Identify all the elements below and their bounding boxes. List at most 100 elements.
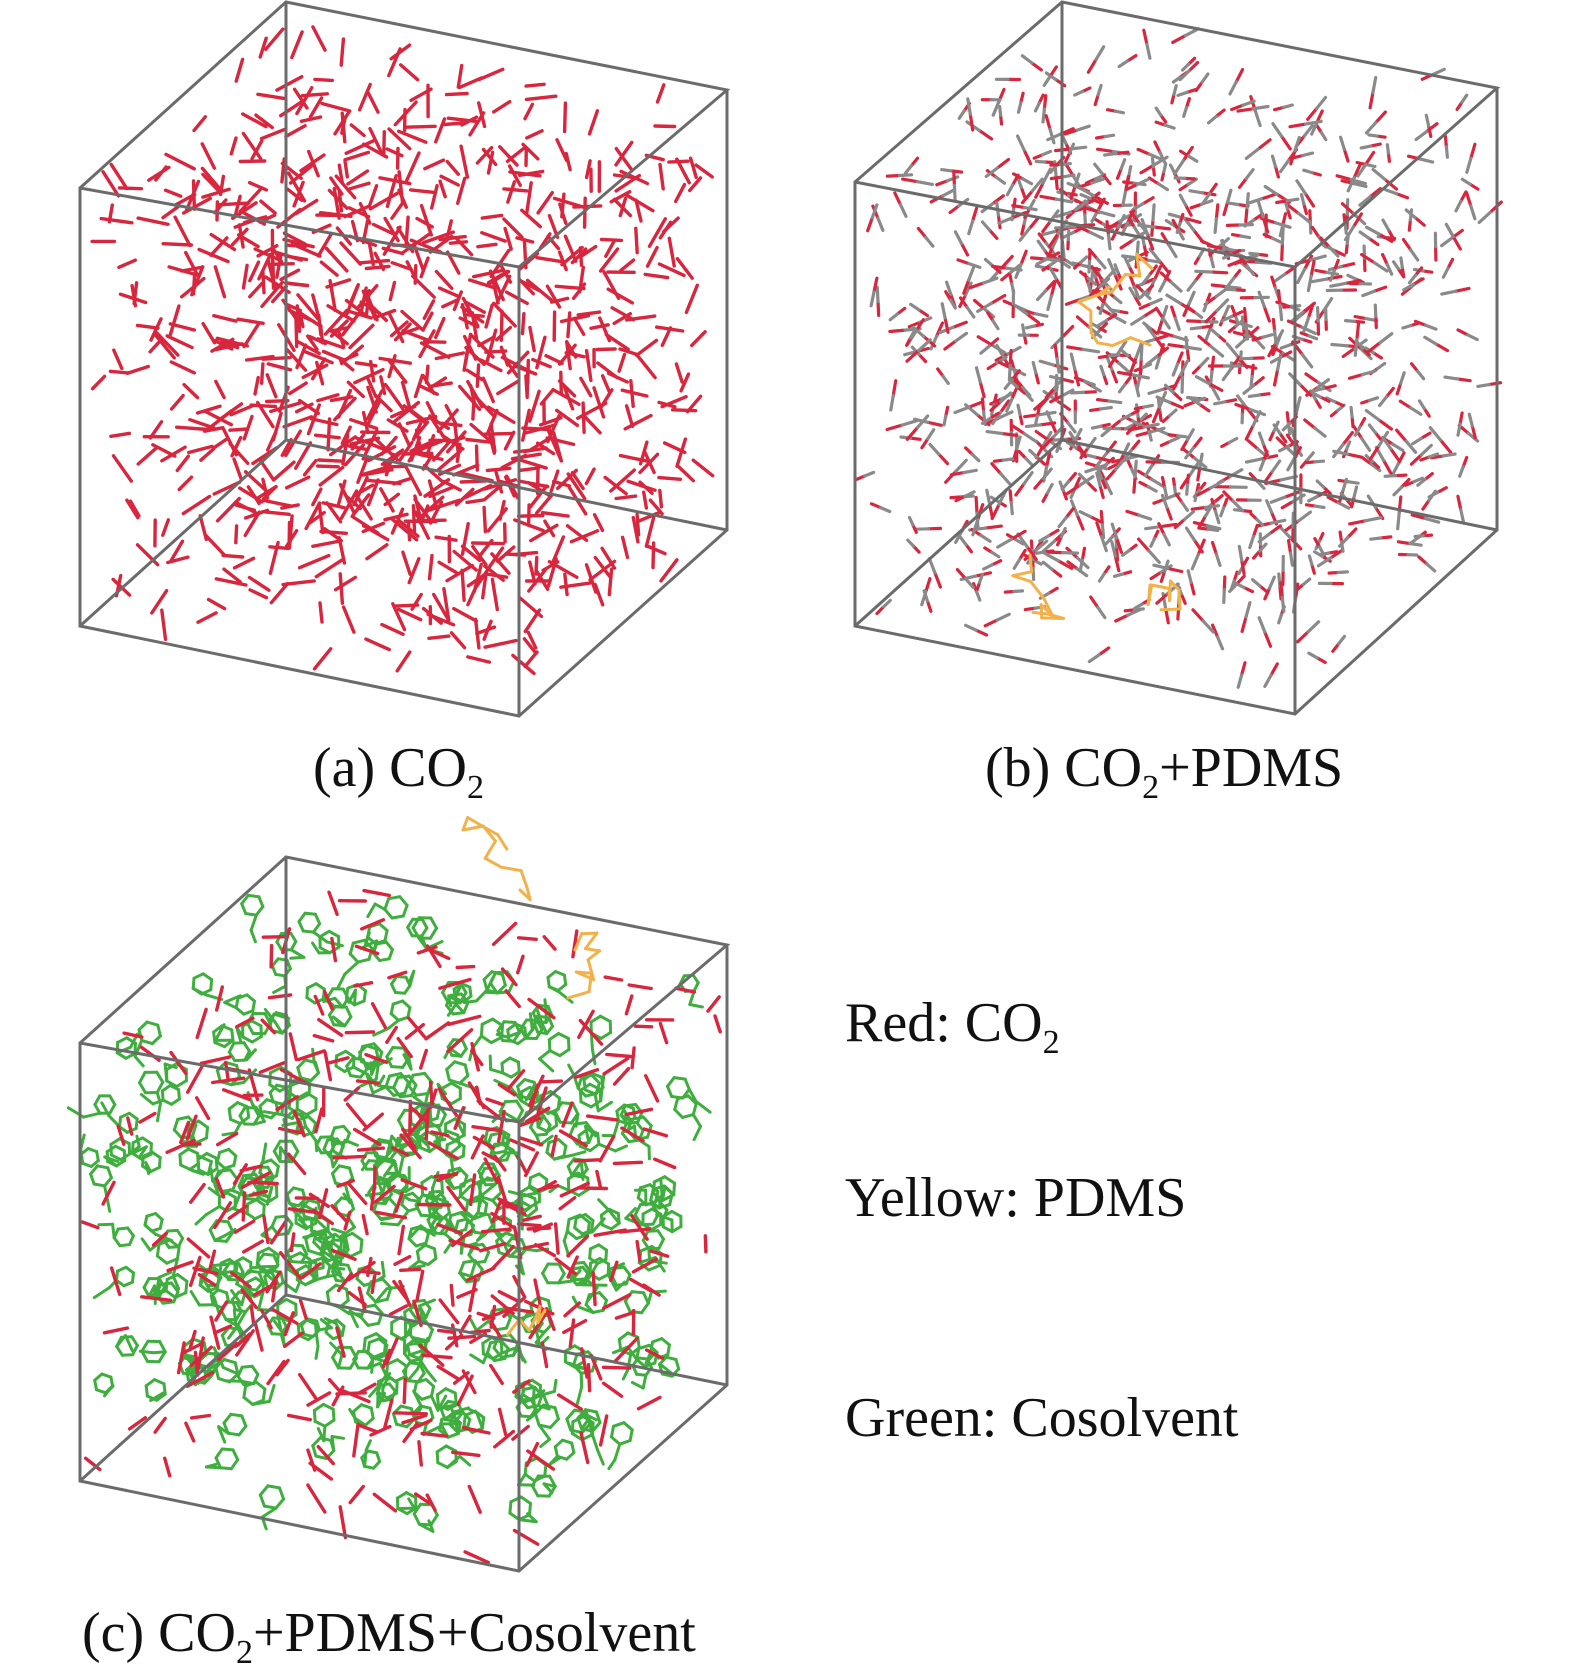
co2-molecule xyxy=(1423,335,1438,346)
co2-molecule xyxy=(958,293,968,309)
cosolvent-molecule xyxy=(628,1428,634,1443)
co2-molecule xyxy=(195,404,222,415)
cosolvent-molecule xyxy=(175,1079,188,1088)
cosolvent-molecule xyxy=(258,1493,266,1508)
co2-molecule xyxy=(1246,439,1260,451)
co2-molecule xyxy=(414,420,430,439)
co2-molecule xyxy=(1078,186,1096,198)
co2-molecule xyxy=(1242,383,1256,395)
cosolvent-molecule xyxy=(659,1178,664,1196)
cosolvent-molecule xyxy=(386,1170,399,1182)
co2-molecule xyxy=(897,173,914,178)
cosolvent-molecule xyxy=(640,1301,650,1315)
cosolvent-molecule xyxy=(366,1449,379,1455)
co2-molecule xyxy=(427,415,451,431)
co2-molecule xyxy=(995,344,1005,358)
cosolvent-molecule xyxy=(377,1084,396,1090)
co2-molecule xyxy=(343,204,372,219)
cosolvent-molecule xyxy=(445,1060,457,1071)
co2-molecule xyxy=(243,510,261,538)
cosolvent-molecule xyxy=(289,940,298,952)
co2-molecule xyxy=(1132,374,1138,388)
co2-molecule xyxy=(1075,124,1091,132)
cosolvent-molecule xyxy=(149,1165,161,1174)
cosolvent-molecule xyxy=(395,975,408,979)
co2-molecule xyxy=(265,373,278,399)
cosolvent-molecule xyxy=(567,1213,582,1221)
co2-molecule xyxy=(201,321,217,345)
co2-molecule xyxy=(161,204,180,220)
co2-molecule xyxy=(1295,396,1302,414)
co2-molecule xyxy=(1157,390,1168,409)
co2-molecule xyxy=(399,63,420,82)
co2-molecule xyxy=(599,237,624,243)
co2-molecule xyxy=(1196,486,1213,497)
co2-molecule xyxy=(610,306,636,322)
co2-molecule xyxy=(1134,341,1143,359)
cosolvent-molecule xyxy=(372,1042,384,1054)
co2-molecule xyxy=(1301,301,1316,314)
co2-molecule xyxy=(1206,244,1226,251)
co2-molecule xyxy=(1010,385,1019,401)
cosolvent-molecule xyxy=(292,1209,304,1221)
co2-molecule xyxy=(1356,162,1368,178)
co2-molecule xyxy=(983,524,1003,530)
co2-molecule xyxy=(332,186,341,220)
co2-molecule xyxy=(1011,203,1026,210)
co2-molecule xyxy=(657,262,686,278)
cosolvent-molecule xyxy=(673,1097,680,1111)
co2-molecule xyxy=(1236,673,1244,689)
co2-molecule xyxy=(1125,457,1134,471)
co2-molecule xyxy=(413,264,418,285)
cosolvent-molecule xyxy=(414,1241,428,1248)
cosolvent-molecule xyxy=(329,1266,346,1271)
cosolvent-molecule xyxy=(536,1114,546,1129)
co2-molecule xyxy=(1066,345,1085,351)
cosolvent-molecule xyxy=(296,1318,308,1327)
cosolvent-molecule xyxy=(548,1417,560,1429)
cosolvent-molecule xyxy=(315,1319,321,1332)
cosolvent-molecule xyxy=(500,1228,512,1237)
cosolvent-molecule xyxy=(387,1196,398,1208)
co2-molecule xyxy=(1401,238,1413,252)
cosolvent-molecule xyxy=(570,1441,576,1455)
cosolvent-molecule xyxy=(586,1220,591,1236)
co2-molecule xyxy=(347,444,369,452)
co2-molecule xyxy=(1016,134,1026,152)
co2-molecule xyxy=(885,423,904,432)
co2-molecule xyxy=(1313,426,1327,438)
cosolvent-molecule xyxy=(570,1160,583,1177)
co2-molecule xyxy=(1388,447,1400,462)
cosolvent-molecule xyxy=(217,1168,232,1173)
co2-molecule xyxy=(301,363,329,380)
cosolvent-molecule xyxy=(158,1340,167,1354)
co2-molecule xyxy=(1158,279,1167,293)
co2-molecule xyxy=(1369,536,1383,541)
cosolvent-molecule xyxy=(233,1256,245,1264)
co2-molecule xyxy=(982,563,994,571)
co2-molecule xyxy=(1280,134,1292,151)
cosolvent-molecule xyxy=(431,1191,444,1201)
cosolvent-molecule xyxy=(217,1377,232,1384)
simulation-box-c xyxy=(66,816,731,1573)
cosolvent-molecule xyxy=(230,1028,235,1042)
cosolvent-molecule xyxy=(646,1229,660,1233)
co2-molecule xyxy=(1038,421,1057,427)
co2-molecule xyxy=(1086,282,1093,295)
co2-molecule xyxy=(198,514,209,542)
cosolvent-molecule xyxy=(567,1063,576,1077)
co2-molecule xyxy=(177,475,194,492)
co2-molecule xyxy=(1182,105,1189,119)
co2-molecule xyxy=(1212,494,1224,505)
co2-molecule xyxy=(1227,258,1245,267)
co2-molecule xyxy=(516,457,548,470)
co2-molecule xyxy=(1193,396,1207,404)
cosolvent-molecule xyxy=(392,1086,402,1099)
co2-molecule xyxy=(324,246,349,273)
cosolvent-molecule xyxy=(406,1367,419,1383)
co2-molecule xyxy=(1098,483,1105,499)
co2-molecule xyxy=(236,317,265,325)
cosolvent-molecule xyxy=(398,1155,405,1175)
co2-molecule xyxy=(1027,198,1036,211)
cosolvent-molecule xyxy=(204,1462,218,1469)
